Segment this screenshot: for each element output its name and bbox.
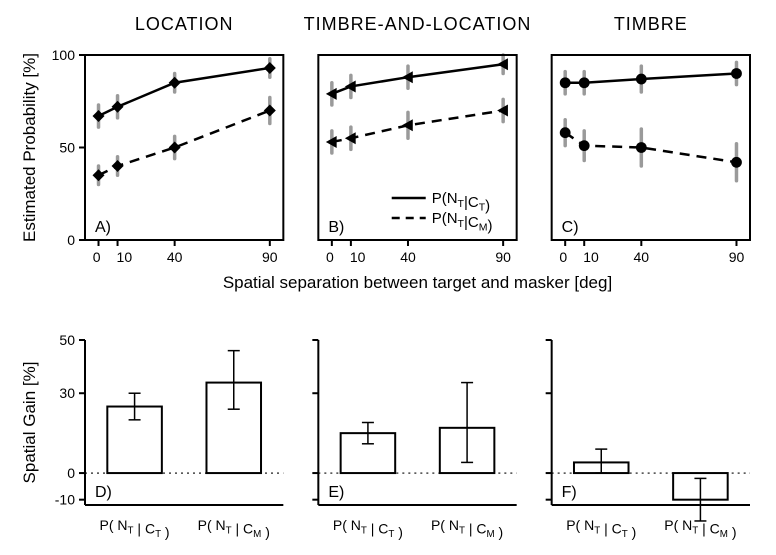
svg-text:P(NT|CM): P(NT|CM)	[432, 210, 493, 235]
svg-text:0: 0	[93, 249, 101, 265]
bottom-panel-1: E) P( NT | CT ) P( NT | CM )	[312, 340, 516, 540]
svg-text:0: 0	[559, 249, 567, 265]
svg-text:P( NT | CT ): P( NT | CT )	[333, 517, 403, 540]
svg-text:0: 0	[67, 465, 75, 481]
bottom-panel-2: F) P( NT | CT ) P( NT | CM )	[546, 340, 750, 540]
svg-text:Spatial separation between tar: Spatial separation between target and ma…	[223, 273, 612, 292]
bottom-panel-0: D) -10 0 30 50 P( NT | CT ) P( NT | CM )	[55, 332, 284, 540]
svg-text:Estimated Probability [%]: Estimated Probability [%]	[20, 53, 39, 242]
svg-text:0: 0	[67, 232, 75, 248]
svg-text:40: 40	[634, 249, 650, 265]
top-panel-1: TIMBRE-AND-LOCATIONB)0104090P(NT|CT)P(NT…	[304, 14, 532, 265]
svg-text:10: 10	[350, 249, 366, 265]
svg-text:P( NT | CM ): P( NT | CM )	[198, 517, 270, 540]
svg-text:A): A)	[95, 219, 111, 236]
svg-text:F): F)	[562, 484, 577, 501]
top-panel-2: TIMBRE C) 0 10 40 90	[552, 14, 750, 265]
svg-text:P( NT | CT ): P( NT | CT )	[100, 517, 170, 540]
svg-text:P( NT | CM ): P( NT | CM )	[664, 517, 736, 540]
svg-text:Spatial Gain [%]: Spatial Gain [%]	[20, 362, 39, 484]
svg-text:40: 40	[167, 249, 183, 265]
svg-text:0: 0	[326, 249, 334, 265]
svg-text:B): B)	[328, 219, 344, 236]
svg-text:50: 50	[59, 140, 75, 156]
figure: LOCATIONA)0104090050100TIMBRE-AND-LOCATI…	[0, 0, 776, 555]
svg-text:40: 40	[400, 249, 416, 265]
top-panel-0: LOCATION A) 0 10 40 90 0 50 100	[52, 14, 284, 265]
svg-text:C): C)	[562, 219, 579, 236]
svg-text:-10: -10	[55, 492, 75, 508]
svg-text:P( NT | CM ): P( NT | CM )	[431, 517, 503, 540]
svg-text:E): E)	[328, 484, 344, 501]
svg-text:100: 100	[52, 47, 76, 63]
svg-text:LOCATION: LOCATION	[135, 14, 234, 34]
chart-svg: LOCATIONA)0104090050100TIMBRE-AND-LOCATI…	[0, 0, 776, 555]
svg-text:90: 90	[495, 249, 511, 265]
svg-text:D): D)	[95, 484, 112, 501]
svg-text:TIMBRE: TIMBRE	[614, 14, 688, 34]
svg-text:TIMBRE-AND-LOCATION: TIMBRE-AND-LOCATION	[304, 14, 532, 34]
svg-text:10: 10	[583, 249, 599, 265]
svg-text:90: 90	[262, 249, 278, 265]
svg-text:90: 90	[729, 249, 745, 265]
svg-text:P( NT | CT ): P( NT | CT )	[566, 517, 636, 540]
svg-text:30: 30	[59, 385, 75, 401]
svg-text:50: 50	[59, 332, 75, 348]
svg-text:10: 10	[117, 249, 133, 265]
